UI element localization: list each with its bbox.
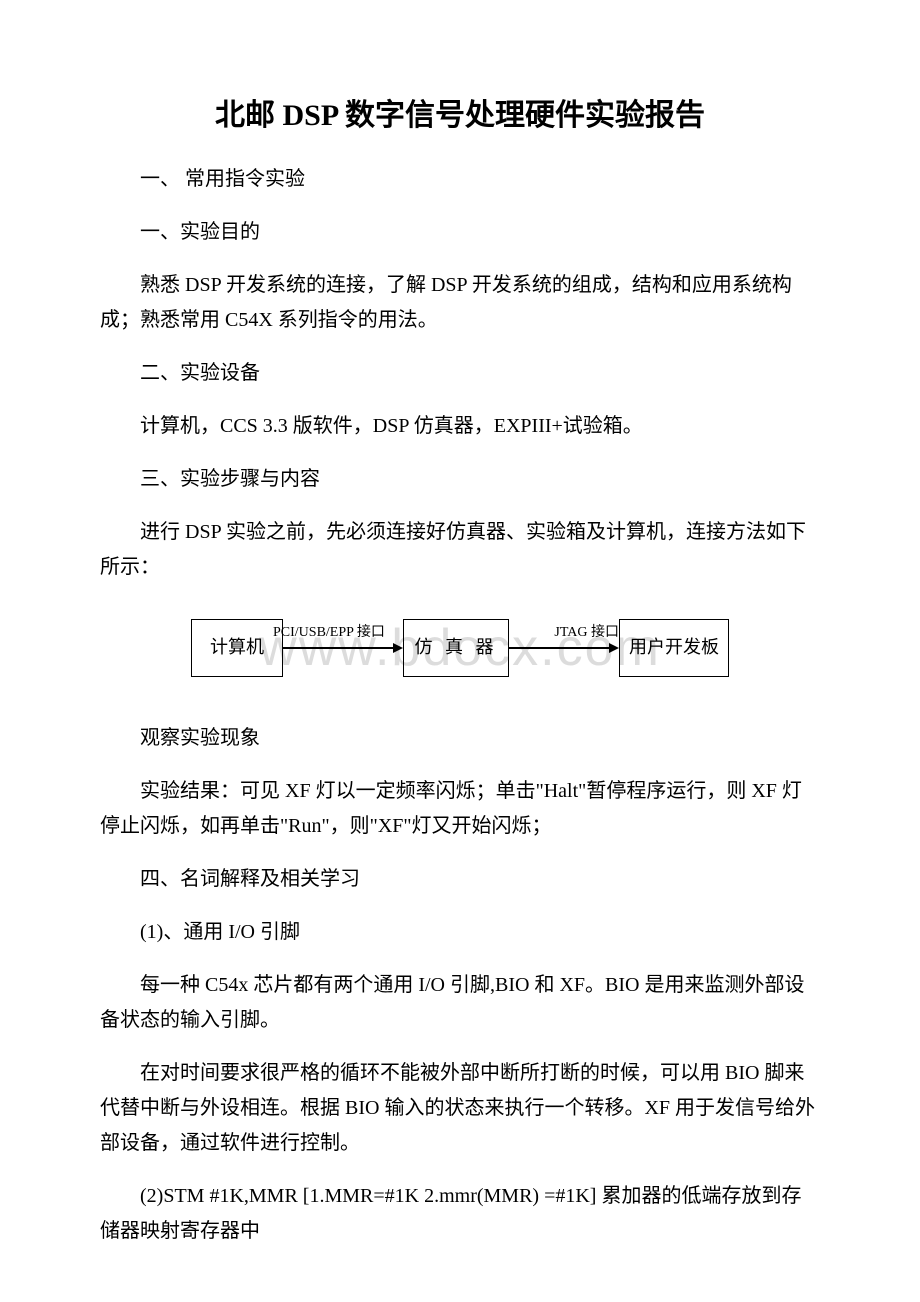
arrow-head-icon — [609, 643, 619, 653]
paragraph: 三、实验步骤与内容 — [100, 462, 820, 497]
arrow-line — [509, 647, 609, 649]
diagram-box-devboard: 用户开发板 — [619, 619, 729, 677]
diagram-box-computer: 计算机 — [191, 619, 283, 677]
paragraph: (2)STM #1K,MMR [1.MMR=#1K 2.mmr(MMR) =#1… — [100, 1179, 820, 1249]
paragraph: 进行 DSP 实验之前，先必须连接好仿真器、实验箱及计算机，连接方法如下所示： — [100, 515, 820, 585]
diagram-arrow: JTAG 接口 — [509, 643, 619, 653]
paragraph: 一、实验目的 — [100, 215, 820, 250]
arrow-line — [283, 647, 393, 649]
paragraph: 熟悉 DSP 开发系统的连接，了解 DSP 开发系统的组成，结构和应用系统构成；… — [100, 268, 820, 338]
paragraph: 每一种 C54x 芯片都有两个通用 I/O 引脚,BIO 和 XF。BIO 是用… — [100, 968, 820, 1038]
paragraph: (1)、通用 I/O 引脚 — [100, 915, 820, 950]
arrow-label: PCI/USB/EPP 接口 — [273, 621, 385, 641]
paragraph: 实验结果：可见 XF 灯以一定频率闪烁；单击"Halt"暂停程序运行，则 XF … — [100, 774, 820, 844]
paragraph: 一、 常用指令实验 — [100, 162, 820, 197]
paragraph: 观察实验现象 — [100, 721, 820, 756]
paragraph: 计算机，CCS 3.3 版软件，DSP 仿真器，EXPIII+试验箱。 — [100, 409, 820, 444]
diagram-arrow: PCI/USB/EPP 接口 — [283, 643, 403, 653]
document-title: 北邮 DSP 数字信号处理硬件实验报告 — [100, 90, 820, 134]
arrow-head-icon — [393, 643, 403, 653]
connection-diagram: www.bdocx.com 计算机 PCI/USB/EPP 接口 仿 真 器 J… — [100, 603, 820, 693]
paragraph: 二、实验设备 — [100, 356, 820, 391]
arrow-label: JTAG 接口 — [554, 621, 619, 641]
paragraph: 四、名词解释及相关学习 — [100, 862, 820, 897]
diagram-box-emulator: 仿 真 器 — [403, 619, 509, 677]
paragraph: 在对时间要求很严格的循环不能被外部中断所打断的时候，可以用 BIO 脚来代替中断… — [100, 1056, 820, 1161]
